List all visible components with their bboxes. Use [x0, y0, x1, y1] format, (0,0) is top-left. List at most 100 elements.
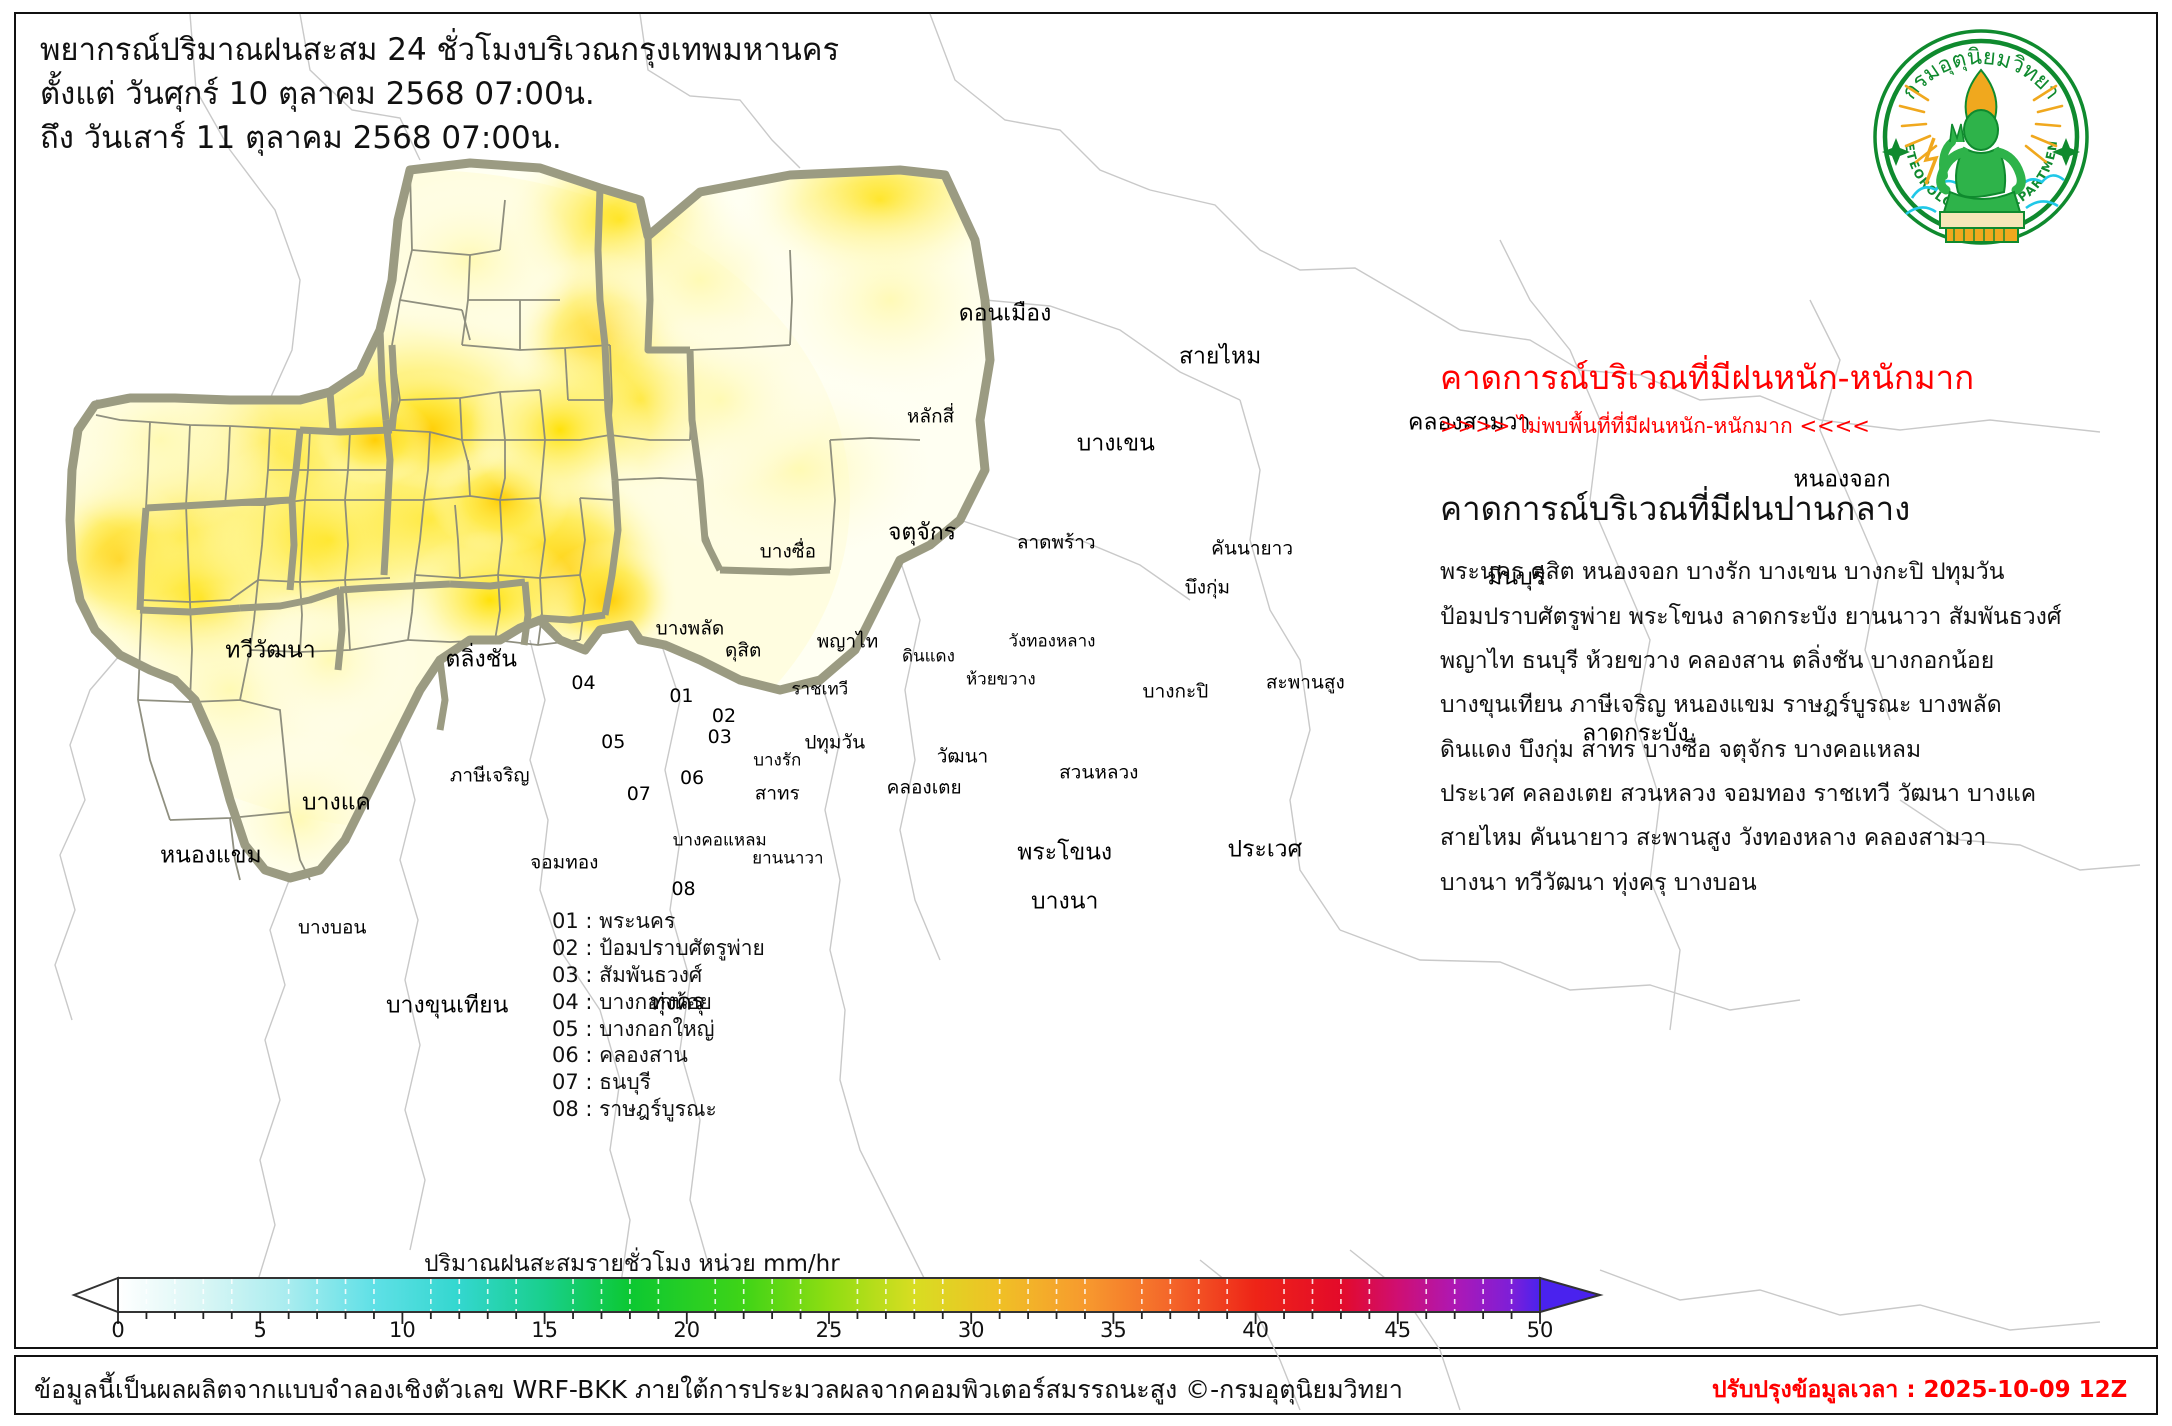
- logo-side-stars: [1882, 138, 2080, 166]
- district-number-label: 01: [669, 685, 694, 708]
- moderate-rain-line: ดินแดง บึงกุ่ม สาทร บางซื่อ จตุจักร บางค…: [1440, 736, 1922, 763]
- district-label: ดอนเมือง: [958, 300, 1052, 327]
- heavy-rain-none-notice: >>>> ไม่พบพื้นที่ที่มีฝนหนัก-หนักมาก <<<…: [1440, 413, 1870, 438]
- heavy-rain-heading: คาดการณ์บริเวณที่มีฝนหนัก-หนักมาก: [1440, 358, 1975, 397]
- district-label: คลองเตย: [886, 776, 962, 799]
- logo-sun-rays: [1898, 84, 2064, 164]
- district-number-label: 06: [679, 766, 705, 789]
- district-label: พระโขนง: [1017, 839, 1113, 866]
- moderate-rain-line: พระนคร ดุสิต หนองจอก บางรัก บางเขน บางกะ…: [1440, 559, 2005, 586]
- colorbar-tick-label: 10: [389, 1318, 416, 1342]
- district-label: บางบอน: [297, 916, 367, 939]
- district-number-label: 05: [601, 730, 626, 753]
- district-label: หนองแขม: [159, 842, 262, 869]
- district-label: ปทุมวัน: [804, 731, 866, 754]
- district-label: จตุจักร: [887, 519, 957, 546]
- title-line-2: ตั้งแต่ วันศุกร์ 10 ตุลาคม 2568 07:00น.: [40, 76, 595, 113]
- district-label: บางซื่อ: [759, 540, 817, 563]
- district-label: ราชเทวี: [791, 679, 849, 700]
- district-label: ตลิ่งชัน: [445, 646, 518, 673]
- page-title: พยากรณ์ปริมาณฝนสะสม 24 ชั่วโมงบริเวณกรุง…: [40, 28, 839, 160]
- moderate-rain-line: บางขุนเทียน ภาษีเจริญ หนองแขม ราษฎร์บูรณ…: [1440, 692, 2002, 719]
- key-entry: 07 : ธนบุรี: [552, 1070, 651, 1095]
- key-entry: 02 : ป้อมปราบศัตรูพ่าย: [552, 935, 765, 960]
- surrounding-province-outlines: [54, 13, 2141, 1411]
- district-label: หลักสี่: [906, 405, 955, 428]
- colorbar-right-extend: [1539, 1276, 1604, 1314]
- district-label: บางรัก: [753, 750, 802, 771]
- logo-deity-figure: [1936, 68, 2026, 243]
- moderate-rain-heading: คาดการณ์บริเวณที่มีฝนปานกลาง: [1440, 488, 1911, 528]
- district-label: ลาดกระบัง: [1582, 720, 1689, 747]
- colorbar-tick-label: 25: [815, 1318, 843, 1342]
- colorbar-tick-label: 0: [111, 1318, 125, 1342]
- moderate-rain-line: ป้อมปราบศัตรูพ่าย พระโขนง ลาดกระบัง ยานน…: [1440, 603, 2062, 630]
- moderate-rain-line: พญาไท ธนบุรี ห้วยขวาง คลองสาน ตลิ่งชัน บ…: [1440, 647, 1995, 674]
- district-label: บางคอแหลม: [672, 830, 767, 851]
- district-label: ทุ่งครุ: [650, 989, 705, 1016]
- district-label: ดุสิต: [725, 639, 762, 662]
- title-line-1: พยากรณ์ปริมาณฝนสะสม 24 ชั่วโมงบริเวณกรุง…: [40, 32, 840, 68]
- colorbar-tick-label: 40: [1242, 1318, 1269, 1342]
- colorbar-tick-marks: [117, 1312, 1541, 1324]
- district-label: บางขุนเทียน: [385, 992, 509, 1019]
- moderate-rain-district-list: พระนคร ดุสิต หนองจอก บางรัก บางเขน บางกะ…: [1440, 550, 2140, 905]
- district-label: คันนายาว: [1211, 537, 1294, 560]
- key-entry: 06 : คลองสาน: [552, 1043, 688, 1068]
- moderate-rain-line: สายไหม คันนายาว สะพานสูง วังทองหลาง คลอง…: [1440, 825, 1987, 852]
- colorbar-left-extend: [71, 1276, 119, 1314]
- district-label: ดินแดง: [901, 646, 955, 667]
- district-label: ยานนาวา: [752, 848, 824, 869]
- footer-update-time: ปรับปรุงข้อมูลเวลา : 2025-10-09 12Z: [1712, 1377, 2128, 1403]
- district-label: คลองสามวา: [1408, 409, 1531, 436]
- colorbar-title: ปริมาณฝนสะสมรายชั่วโมง หน่วย mm/hr: [424, 1251, 840, 1277]
- key-entry: 01 : พระนคร: [552, 909, 676, 933]
- key-entry: 08 : ราษฎร์บูรณะ: [552, 1097, 717, 1122]
- footer-source-text: ข้อมูลนี้เป็นผลผลิตจากแบบจำลองเชิงตัวเลข…: [34, 1375, 1403, 1404]
- district-label: บางกะปิ: [1142, 680, 1209, 703]
- forecast-summary-panel: คาดการณ์บริเวณที่มีฝนหนัก-หนักมาก >>>> ไ…: [1440, 358, 2140, 905]
- logo-lightning-icon: [1923, 137, 1939, 185]
- district-label: พญาไท: [816, 630, 879, 653]
- district-label: บางแค: [301, 789, 371, 816]
- bangkok-outer-boundary: [65, 158, 995, 883]
- colorbar-tick-label: 5: [253, 1318, 267, 1342]
- colorbar-tick-label: 50: [1526, 1318, 1554, 1342]
- district-label: ประเวศ: [1227, 836, 1303, 863]
- district-label: ลาดพร้าว: [1016, 531, 1096, 554]
- key-entry: 03 : สัมพันธวงศ์: [552, 962, 703, 987]
- district-number-label: 04: [571, 671, 596, 694]
- district-label: บางเขน: [1076, 430, 1155, 457]
- district-label: สายไหม: [1178, 343, 1262, 370]
- district-label: สวนหลวง: [1059, 761, 1139, 784]
- district-label: สาทร: [754, 782, 800, 805]
- map-frame-border: [14, 12, 2158, 1349]
- footer-frame-border: [14, 1355, 2158, 1415]
- district-label: วังทองหลาง: [1008, 631, 1096, 652]
- district-number-label: 07: [626, 783, 651, 806]
- tmd-logo: กรมอุตุนิยมวิทยา METEOROLOGICAL DEPARTME…: [1866, 26, 2089, 245]
- district-label: มีนบุรี: [1487, 564, 1546, 591]
- district-label: ห้วยขวาง: [965, 669, 1036, 690]
- district-label: จอมทอง: [530, 851, 599, 874]
- district-label: วัฒนา: [936, 745, 989, 768]
- moderate-rain-line: บางนา ทวีวัฒนา ทุ่งครุ บางบอน: [1440, 869, 1757, 896]
- district-label: บางนา: [1031, 888, 1099, 915]
- district-label: ทวีวัฒนา: [225, 637, 316, 664]
- district-label: ภาษีเจริญ: [449, 764, 530, 787]
- key-entry: 04 : บางกอกน้อย: [552, 989, 712, 1014]
- colorbar-tick-label: 35: [1100, 1318, 1127, 1342]
- colorbar-tick-label: 45: [1384, 1318, 1412, 1342]
- moderate-rain-line: ประเวศ คลองเตย สวนหลวง จอมทอง ราชเทวี วั…: [1440, 781, 2037, 808]
- colorbar-tick-label: 30: [957, 1318, 985, 1342]
- district-label: สะพานสูง: [1265, 671, 1345, 694]
- major-district-boundaries: [136, 187, 831, 731]
- district-label: หนองจอก: [1793, 466, 1891, 493]
- title-line-3: ถึง วันเสาร์ 11 ตุลาคม 2568 07:00น.: [40, 120, 562, 157]
- district-label: บึงกุ่ม: [1184, 576, 1231, 599]
- numbered-district-key: 01 : พระนคร 02 : ป้อมปราบศัตรูพ่าย 03 : สั…: [552, 908, 765, 1123]
- key-entry: 05 : บางกอกใหญ่: [552, 1016, 715, 1041]
